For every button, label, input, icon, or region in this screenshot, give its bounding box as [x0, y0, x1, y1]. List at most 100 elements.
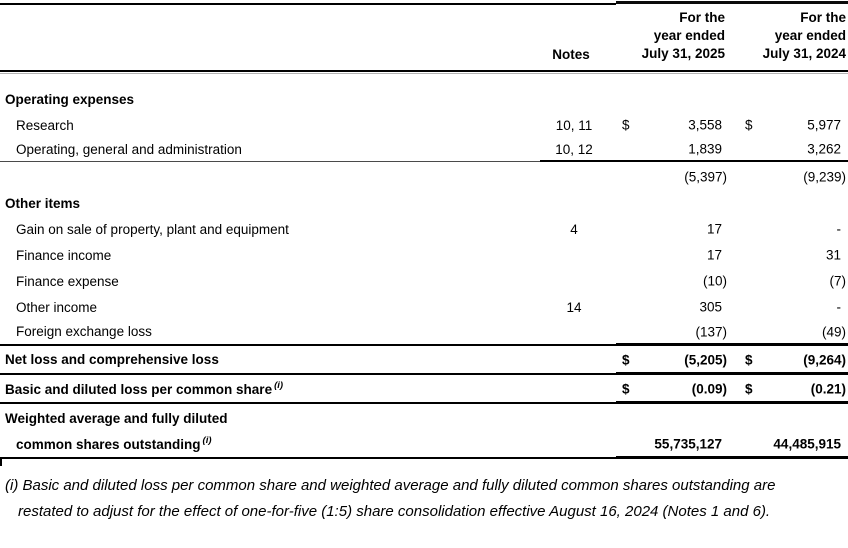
amount-2025: (137) [600, 320, 728, 343]
table-bottom-border [0, 455, 848, 466]
row-label: Net loss and comprehensive loss [5, 352, 219, 367]
amount-2024: $ (0.21) [728, 376, 848, 401]
amount-2024: - [728, 294, 848, 320]
amount-2024: (49) [728, 320, 848, 343]
row-note: 10, 12 [555, 141, 593, 157]
footnote-line2: restated to adjust for the effect of one… [18, 503, 771, 520]
period-2025-line2: year ended [653, 28, 725, 43]
row-label: Gain on sale of property, plant and equi… [16, 221, 289, 237]
rule-right-segment [616, 343, 848, 346]
row-weighted-average-line1: Weighted average and fully diluted [0, 405, 848, 432]
row-foreign-exchange-loss: Foreign exchange loss (137) (49) [0, 320, 848, 343]
top-border-left-segment [0, 3, 616, 5]
bottom-border-left-segment [0, 457, 616, 459]
rule-left-segment [0, 161, 540, 162]
period-2025-line3: July 31, 2025 [641, 46, 725, 61]
net-loss-bottom-rule [0, 372, 848, 376]
row-label: common shares outstanding (i) [0, 435, 548, 452]
value-2025: (5,397) [684, 169, 727, 185]
amount-2024: 44,485,915 [728, 432, 848, 455]
row-label: Basic and diluted loss per common share(… [0, 380, 548, 397]
row-label: Finance income [16, 247, 112, 263]
top-border-right-segment [616, 1, 848, 4]
bottom-left-corner-tick [0, 457, 2, 466]
value-2024: (9,239) [803, 169, 846, 185]
rule-left-segment [0, 344, 616, 346]
footnote-marker: (i) [202, 435, 212, 446]
value-2025: 305 [699, 299, 722, 315]
amount-2025: 55,735,127 [600, 432, 728, 455]
row-operating-expenses-section: Operating expenses [0, 86, 848, 112]
amount-2024: $ (9,264) [728, 347, 848, 372]
header-period-2025: For the year ended July 31, 2025 [597, 9, 726, 63]
value-2025: 55,735,127 [654, 436, 722, 451]
table-header: Notes For the year ended July 31, 2025 F… [0, 6, 848, 72]
amount-2025: 1,839 [600, 138, 728, 160]
footnote-line1: (i) Basic and diluted loss per common sh… [5, 477, 776, 494]
amount-2025: $ 3,558 [600, 112, 728, 138]
amount-2025: 17 [600, 242, 728, 268]
value-2024: - [836, 299, 842, 315]
period-2025-line1: For the [679, 10, 725, 25]
row-label-text: common shares outstanding [16, 437, 201, 452]
row-finance-income: Finance income 17 31 [0, 242, 848, 268]
amount-2025: $ (0.09) [600, 376, 728, 401]
subtotal-rule [0, 160, 848, 164]
amount-2025: 17 [600, 216, 728, 242]
row-note: 14 [566, 299, 582, 315]
row-other-items-section: Other items [0, 190, 848, 216]
value-2024: (7) [829, 273, 847, 289]
dollar-sign: $ [745, 381, 753, 396]
amount-2024: $ 5,977 [728, 112, 848, 138]
table-top-border [0, 0, 848, 6]
table-body: Operating expenses Research 10, 11 $ 3,5… [0, 86, 848, 466]
value-2024: - [836, 221, 842, 237]
period-2024-line2: year ended [774, 28, 846, 43]
rule-right-segment [616, 372, 848, 375]
row-loss-per-share: Basic and diluted loss per common share(… [0, 376, 848, 401]
value-2025: 3,558 [688, 117, 722, 133]
footnote: (i) Basic and diluted loss per common sh… [0, 473, 848, 525]
dollar-sign: $ [622, 352, 630, 367]
dollar-sign: $ [745, 352, 753, 367]
row-finance-expense: Finance expense (10) (7) [0, 268, 848, 294]
amount-2025: $ (5,205) [600, 347, 728, 372]
value-2025: (137) [695, 324, 727, 339]
value-2024: 31 [825, 247, 841, 263]
value-2024: (9,264) [803, 352, 846, 367]
rule-left-segment [0, 402, 616, 404]
row-label: Weighted average and fully diluted [5, 411, 228, 426]
row-other-income: Other income 14 305 - [0, 294, 848, 320]
footnote-marker: (i) [274, 380, 284, 391]
loss-per-share-bottom-rule [0, 401, 848, 405]
section-label: Operating expenses [5, 91, 135, 107]
period-2024-line3: July 31, 2024 [762, 46, 846, 61]
row-operating-expenses-subtotal: (5,397) (9,239) [0, 164, 848, 190]
period-2024-line1: For the [800, 10, 846, 25]
row-weighted-average-line2: common shares outstanding (i) 55,735,127 … [0, 432, 848, 455]
row-label: Foreign exchange loss [16, 324, 152, 339]
rule-left-segment [0, 373, 616, 375]
row-label: Other income [16, 299, 98, 315]
row-gain-on-sale: Gain on sale of property, plant and equi… [0, 216, 848, 242]
rule-right-segment [540, 160, 848, 162]
value-2025: (5,205) [684, 352, 727, 367]
row-net-loss: Net loss and comprehensive loss $ (5,205… [0, 347, 848, 372]
amount-2024: (9,239) [728, 164, 848, 190]
row-label: Operating, general and administration [16, 141, 242, 157]
value-2024: 44,485,915 [773, 436, 841, 451]
amount-2025: (5,397) [600, 164, 728, 190]
value-2025: (0.09) [691, 381, 727, 396]
row-label: Finance expense [16, 273, 119, 289]
amount-2025: (10) [600, 268, 728, 294]
row-research: Research 10, 11 $ 3,558 $ 5,977 [0, 112, 848, 138]
amount-2024: 31 [728, 242, 848, 268]
section-label: Other items [5, 195, 81, 211]
value-2025: (10) [702, 273, 727, 289]
rule-right-segment [616, 401, 848, 404]
value-2025: 17 [706, 221, 722, 237]
value-2025: 17 [706, 247, 722, 263]
dollar-sign: $ [622, 381, 630, 396]
header-notes: Notes [552, 47, 590, 62]
